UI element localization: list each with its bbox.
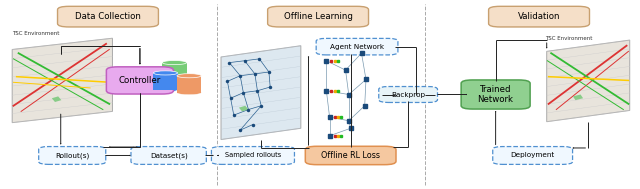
FancyBboxPatch shape (177, 76, 201, 93)
Text: Deployment: Deployment (511, 153, 555, 158)
Text: TSC Environment: TSC Environment (12, 31, 60, 36)
Text: Rollout(s): Rollout(s) (55, 152, 90, 159)
Text: Offline RL Loss: Offline RL Loss (321, 151, 380, 160)
Text: Validation: Validation (518, 12, 560, 21)
FancyBboxPatch shape (488, 6, 589, 27)
Ellipse shape (154, 71, 177, 75)
Text: Offline Learning: Offline Learning (284, 12, 353, 21)
Polygon shape (239, 106, 248, 111)
Polygon shape (12, 38, 113, 123)
Text: Data Collection: Data Collection (75, 12, 141, 21)
Polygon shape (547, 40, 630, 122)
Ellipse shape (163, 77, 186, 82)
Ellipse shape (177, 91, 201, 95)
FancyBboxPatch shape (154, 73, 177, 90)
Text: Controller: Controller (119, 76, 161, 85)
FancyBboxPatch shape (379, 87, 438, 102)
Text: Backprop: Backprop (391, 91, 425, 98)
Ellipse shape (163, 60, 186, 65)
FancyBboxPatch shape (106, 67, 173, 94)
Text: TSC Environment: TSC Environment (545, 36, 592, 41)
Text: Agent Network: Agent Network (330, 44, 384, 50)
FancyBboxPatch shape (58, 6, 159, 27)
Polygon shape (52, 96, 61, 102)
Polygon shape (221, 46, 301, 139)
FancyBboxPatch shape (493, 146, 573, 164)
Text: Trained
Network: Trained Network (477, 85, 514, 104)
FancyBboxPatch shape (131, 146, 206, 164)
Polygon shape (573, 94, 583, 100)
FancyBboxPatch shape (461, 80, 530, 109)
Ellipse shape (154, 88, 177, 92)
FancyBboxPatch shape (305, 146, 396, 165)
FancyBboxPatch shape (268, 6, 369, 27)
FancyBboxPatch shape (211, 146, 294, 164)
Text: Sampled rollouts: Sampled rollouts (225, 153, 281, 158)
FancyBboxPatch shape (316, 38, 398, 55)
Ellipse shape (177, 74, 201, 78)
Text: Dataset(s): Dataset(s) (150, 152, 188, 159)
FancyBboxPatch shape (163, 63, 186, 80)
FancyBboxPatch shape (38, 146, 106, 164)
